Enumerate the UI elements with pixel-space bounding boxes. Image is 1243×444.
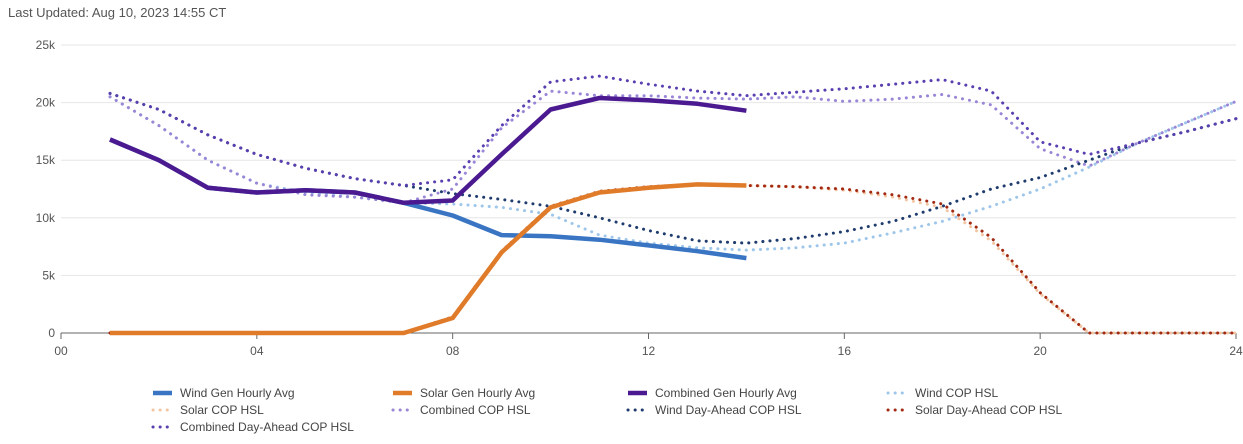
legend-swatch [151, 425, 174, 429]
legend-label: Combined COP HSL [420, 403, 531, 417]
y-tick-label: 25k [36, 38, 56, 52]
series-line-combined-gen-hourly-avg [109, 95, 747, 206]
legend-swatch [393, 390, 412, 396]
legend-label: Solar Day-Ahead COP HSL [915, 403, 1063, 417]
generation-line-chart: 0 5k 10k 15k 20k 25k 00 04 08 12 16 20 24 [36, 38, 1243, 358]
x-tick-label: 24 [1229, 344, 1243, 358]
series-line-combined-cop-hsl [108, 89, 1238, 205]
series-line-solar-day-ahead-cop-hsl [108, 182, 1238, 335]
legend-swatch [626, 408, 649, 412]
legend-swatch [628, 390, 647, 396]
legend-swatch [391, 408, 414, 412]
y-tick-label: 15k [36, 153, 56, 167]
y-tick-label: 10k [36, 211, 56, 225]
x-tick-label: 00 [54, 344, 68, 358]
legend-label: Wind COP HSL [915, 386, 999, 400]
series-line-combined-day-ahead-cop-hsl [108, 74, 1238, 187]
series-line-wind-day-ahead-cop-hsl [108, 91, 1238, 245]
x-axis: 00 04 08 12 16 20 24 [54, 332, 1243, 358]
x-tick-label: 04 [250, 344, 264, 358]
series-line-wind-cop-hsl [108, 95, 1238, 252]
y-tick-label: 5k [42, 268, 56, 282]
legend-label: Solar COP HSL [180, 403, 264, 417]
x-tick-label: 16 [838, 344, 852, 358]
y-axis-ticks: 0 5k 10k 15k 20k 25k [36, 38, 56, 340]
legend-label: Solar Gen Hourly Avg [420, 386, 536, 400]
legend-label: Wind Day-Ahead COP HSL [655, 403, 802, 417]
legend-label: Wind Gen Hourly Avg [180, 386, 295, 400]
legend-swatch [153, 390, 172, 396]
legend-swatch [151, 408, 174, 412]
y-tick-label: 20k [36, 96, 56, 110]
y-tick-label: 0 [48, 326, 55, 340]
legend-swatch [886, 408, 909, 412]
chart-series [108, 74, 1238, 336]
series-line-solar-cop-hsl [108, 182, 1238, 335]
legend-label: Combined Day-Ahead COP HSL [180, 420, 354, 434]
legend-swatch [886, 391, 909, 395]
x-tick-label: 08 [446, 344, 460, 358]
x-tick-label: 20 [1033, 344, 1047, 358]
legend-label: Combined Gen Hourly Avg [655, 386, 797, 400]
last-updated-text: Last Updated: Aug 10, 2023 14:55 CT [8, 5, 227, 20]
x-tick-label: 12 [642, 344, 656, 358]
series-line-solar-gen-hourly-avg [110, 182, 747, 336]
